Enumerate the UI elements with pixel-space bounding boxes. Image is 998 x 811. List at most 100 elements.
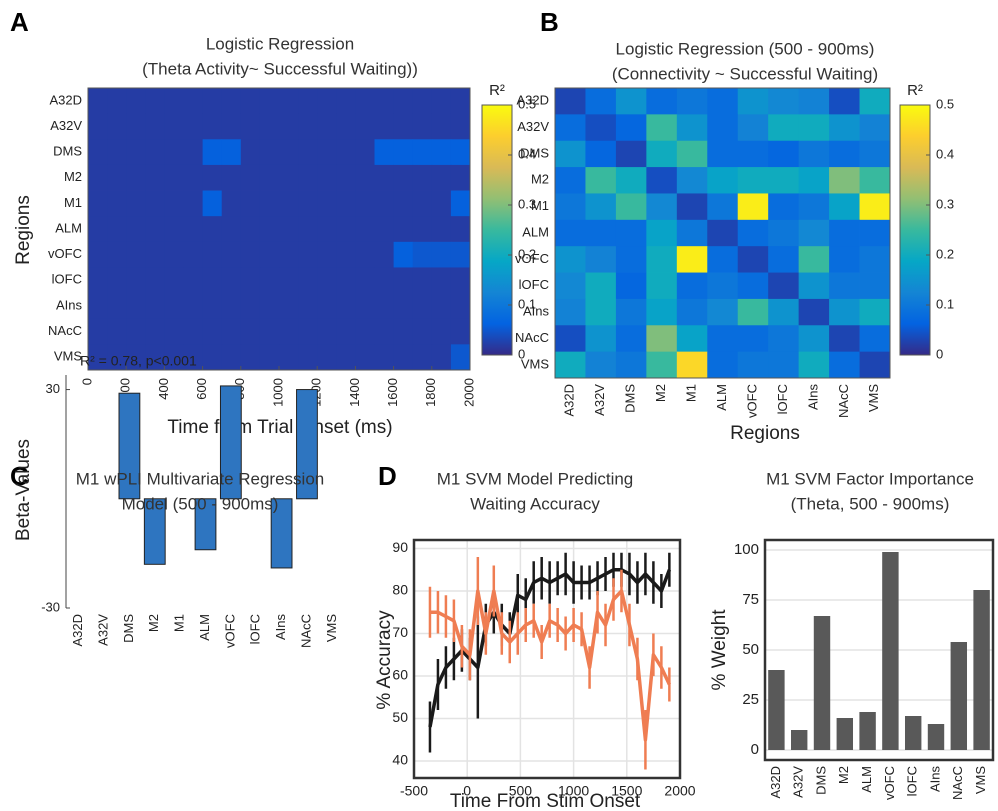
heatmap-cell <box>615 114 647 142</box>
heatmap-cell <box>859 219 891 247</box>
heatmap-cell <box>107 139 127 166</box>
heatmap-cell <box>88 139 108 166</box>
heatmap-cell <box>279 88 299 115</box>
heatmap-cell <box>202 318 223 345</box>
heatmap-cell <box>737 167 769 194</box>
heatmap-cell <box>412 88 433 115</box>
heatmap-cell <box>317 318 337 345</box>
heatmap-cell <box>317 139 337 166</box>
x-tick-label: A32D <box>562 384 577 417</box>
heatmap-cell <box>107 113 127 140</box>
heatmap-cell <box>676 167 708 194</box>
heatmap-cell <box>798 193 830 221</box>
heatmap-cell <box>336 318 356 345</box>
heatmap-cell <box>107 267 127 294</box>
colorbar-tick-label: 0 <box>936 346 943 361</box>
heatmap-cell <box>829 351 860 379</box>
heatmap-cell <box>221 293 242 320</box>
chart-title: Model (500 - 900ms) <box>122 494 279 513</box>
heatmap-cell <box>737 219 769 247</box>
heatmap-cell <box>737 351 769 379</box>
x-tick-label: A32V <box>95 614 110 646</box>
heatmap-cell <box>298 318 318 345</box>
chart-title: (Theta Activity~ Successful Waiting)) <box>142 59 418 78</box>
heatmap-cell <box>164 267 184 294</box>
chart-title: Logistic Regression <box>206 34 354 53</box>
heatmap-cell <box>829 325 860 353</box>
heatmap-cell <box>221 344 242 371</box>
colorbar-tick-label: 0.4 <box>936 146 954 161</box>
x-tick-label: 1000 <box>270 378 285 407</box>
heatmap-cell <box>240 88 261 115</box>
heatmap-cell <box>145 318 165 345</box>
heatmap-cell <box>859 298 891 326</box>
heatmap-cell <box>279 344 299 371</box>
x-tick-label: 0 <box>463 783 471 799</box>
panel-letter: D <box>378 461 397 491</box>
heatmap-cell <box>431 267 452 294</box>
bar <box>927 724 945 750</box>
heatmap-cell <box>221 318 242 345</box>
y-tick-label: NAcC <box>48 323 82 338</box>
heatmap-cell <box>317 293 337 320</box>
y-tick-label: 100 <box>734 541 759 558</box>
heatmap-cell <box>279 318 299 345</box>
heatmap-cell <box>768 193 800 221</box>
heatmap-cell <box>355 113 375 140</box>
heatmap-cell <box>450 190 471 217</box>
colorbar-label: R² <box>489 82 505 99</box>
y-tick-label: AIns <box>523 304 550 319</box>
heatmap-cell <box>126 113 146 140</box>
heatmap-cell <box>317 216 337 243</box>
heatmap-cell <box>259 318 280 345</box>
heatmap-cell <box>355 88 375 115</box>
heatmap-cell <box>676 193 708 221</box>
colorbar-tick-label: 0.5 <box>936 96 954 111</box>
y-tick-label: lOFC <box>519 277 549 292</box>
heatmap-cell <box>279 241 299 268</box>
colorbar-tick-label: 0.1 <box>518 296 536 311</box>
plot-frame <box>87 87 471 371</box>
x-tick-label: 1400 <box>347 378 362 407</box>
x-tick-label: NAcC <box>950 766 965 800</box>
heatmap-cell <box>585 88 617 115</box>
heatmap-cell <box>374 267 394 294</box>
heatmap-cell <box>298 344 318 371</box>
bar <box>950 642 968 750</box>
heatmap-cell <box>450 139 471 166</box>
plot-frame <box>554 87 891 379</box>
heatmap-cell <box>707 219 739 247</box>
heatmap-cell <box>164 164 184 191</box>
heatmap-cell <box>859 167 891 194</box>
y-axis-label: Beta-Values <box>13 439 34 541</box>
x-tick-label: 400 <box>156 378 171 400</box>
heatmap-cell <box>298 293 318 320</box>
x-tick-label: ALM <box>714 384 729 411</box>
x-tick-label: A32D <box>70 614 85 647</box>
heatmap-cell <box>412 190 433 217</box>
heatmap-cell <box>374 113 394 140</box>
heatmap-cell <box>126 293 146 320</box>
heatmap-cell <box>126 318 146 345</box>
annotation: R² = 0.78, p<0.001 <box>80 353 197 369</box>
panel-letter: C <box>10 461 29 491</box>
heatmap-cell <box>126 344 146 371</box>
heatmap-cell <box>615 325 647 353</box>
y-tick-label: M1 <box>64 195 82 210</box>
heatmap-cell <box>374 190 394 217</box>
bar <box>790 730 808 750</box>
heatmap-cell <box>336 241 356 268</box>
heatmap-cell <box>676 140 708 168</box>
heatmap-cell <box>374 216 394 243</box>
colorbar <box>899 104 931 356</box>
y-tick-label: 50 <box>392 709 408 725</box>
heatmap-cell <box>646 298 678 326</box>
heatmap-cell <box>240 267 261 294</box>
heatmap-cell <box>768 246 800 273</box>
heatmap-cell <box>298 267 318 294</box>
heatmap-cell <box>240 216 261 243</box>
heatmap-cell <box>431 139 452 166</box>
colorbar-tick-label: 0.2 <box>936 246 954 261</box>
heatmap-cell <box>145 139 165 166</box>
heatmap-cell <box>768 272 800 300</box>
